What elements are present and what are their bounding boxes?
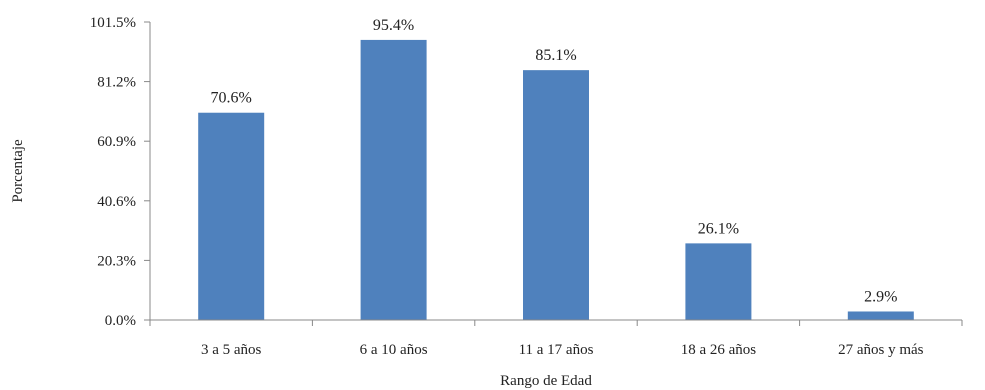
bar: [685, 243, 752, 320]
bars: [198, 39, 914, 321]
bar: [847, 311, 914, 320]
y-tick-label: 0.0%: [105, 313, 136, 329]
x-category-label: 27 años y más: [838, 342, 924, 358]
bar: [360, 39, 427, 320]
data-label: 26.1%: [698, 220, 739, 237]
x-category-label: 18 a 26 años: [681, 342, 757, 358]
x-category-label: 11 a 17 años: [519, 342, 594, 358]
data-label: 70.6%: [211, 90, 252, 107]
data-label: 85.1%: [535, 47, 576, 64]
x-axis-categories: 3 a 5 años 6 a 10 años 11 a 17 años 18 a 26…: [149, 320, 963, 358]
bar: [523, 70, 589, 321]
x-category-label: 6 a 10 años: [360, 342, 428, 358]
x-category-label: 3 a 5 años: [201, 342, 262, 358]
x-axis-title: Rango de Edad: [500, 373, 592, 389]
data-label: 95.4%: [373, 17, 414, 34]
y-tick-label: 60.9%: [97, 134, 136, 150]
y-tick-label: 40.6%: [97, 194, 136, 210]
bar: [198, 112, 265, 320]
data-labels: 70.6% 95.4% 85.1% 26.1% 2.9%: [211, 17, 898, 306]
y-axis-ticks: 0.0% 20.3% 40.6% 60.9% 81.2% 101.5%: [90, 15, 150, 329]
y-tick-label: 20.3%: [97, 253, 136, 269]
y-axis-title: Porcentaje: [10, 139, 26, 203]
data-label: 2.9%: [864, 288, 897, 305]
y-tick-label: 101.5%: [90, 15, 136, 31]
y-tick-label: 81.2%: [97, 75, 136, 91]
